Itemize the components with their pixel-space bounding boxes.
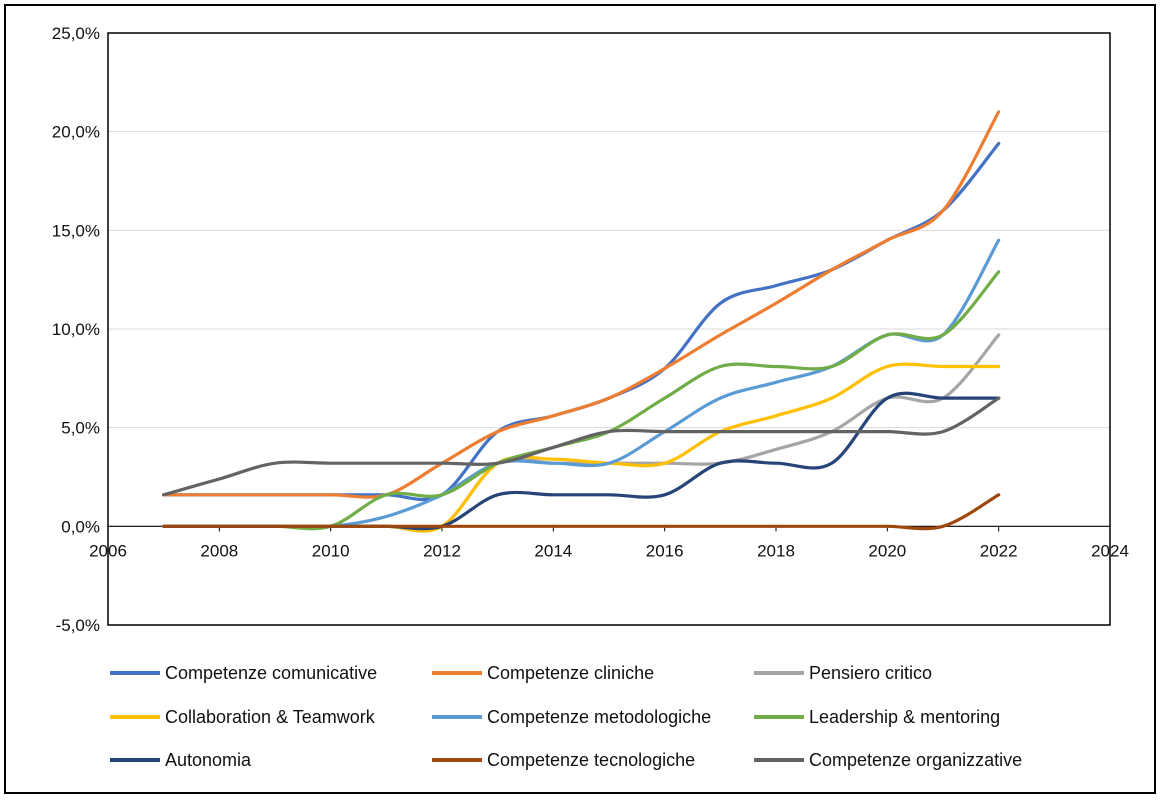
x-tick-label: 2014	[534, 541, 572, 560]
y-tick-label: 10,0%	[52, 320, 100, 339]
legend-label: Pensiero critico	[809, 663, 932, 683]
legend-label: Competenze comunicative	[165, 663, 377, 683]
series-line-3	[162, 362, 1001, 533]
legend-label: Autonomia	[165, 750, 252, 770]
legend-label: Competenze organizzative	[809, 750, 1022, 770]
legend-label: Collaboration & Teamwork	[165, 707, 376, 727]
x-tick-label: 2012	[423, 541, 461, 560]
legend-label: Leadership & mentoring	[809, 707, 1000, 727]
y-tick-label: 25,0%	[52, 24, 100, 43]
plot-area-border	[107, 32, 1111, 626]
x-tick-label: 2010	[312, 541, 350, 560]
gridlines	[108, 32, 1110, 626]
series-line-1	[162, 110, 1001, 499]
y-tick-label: 0,0%	[61, 517, 100, 536]
x-tick-label: 2016	[646, 541, 684, 560]
series-lines	[162, 110, 1001, 533]
series-line-8	[162, 396, 1001, 497]
series-line-0	[162, 141, 1001, 502]
x-tick-label: 2006	[89, 541, 127, 560]
x-tick-label: 2022	[980, 541, 1018, 560]
legend-label: Competenze tecnologiche	[487, 750, 695, 770]
y-tick-label: -5,0%	[56, 616, 100, 635]
y-tick-label: 5,0%	[61, 419, 100, 438]
series-line-4	[162, 238, 1001, 529]
chart-frame: -5,0% 0,0% 5,0% 10,0% 15,0% 20,0% 25,0% 2006 200…	[4, 4, 1156, 794]
series-line-5	[162, 270, 1001, 531]
y-tick-label: 15,0%	[52, 221, 100, 240]
line-chart: -5,0% 0,0% 5,0% 10,0% 15,0% 20,0% 25,0% 2006 200…	[52, 24, 1129, 770]
x-tick-label: 2024	[1091, 541, 1129, 560]
y-tick-label: 20,0%	[52, 123, 100, 142]
series-line-7	[162, 493, 1001, 531]
legend-label: Competenze cliniche	[487, 663, 654, 683]
x-tick-label: 2020	[868, 541, 906, 560]
axes: -5,0% 0,0% 5,0% 10,0% 15,0% 20,0% 25,0% 2006 200…	[52, 24, 1129, 635]
legend-label: Competenze metodologiche	[487, 707, 711, 727]
x-tick-label: 2008	[200, 541, 238, 560]
x-tick-label: 2018	[757, 541, 795, 560]
legend: Competenze comunicative Competenze clinic…	[110, 663, 1022, 770]
